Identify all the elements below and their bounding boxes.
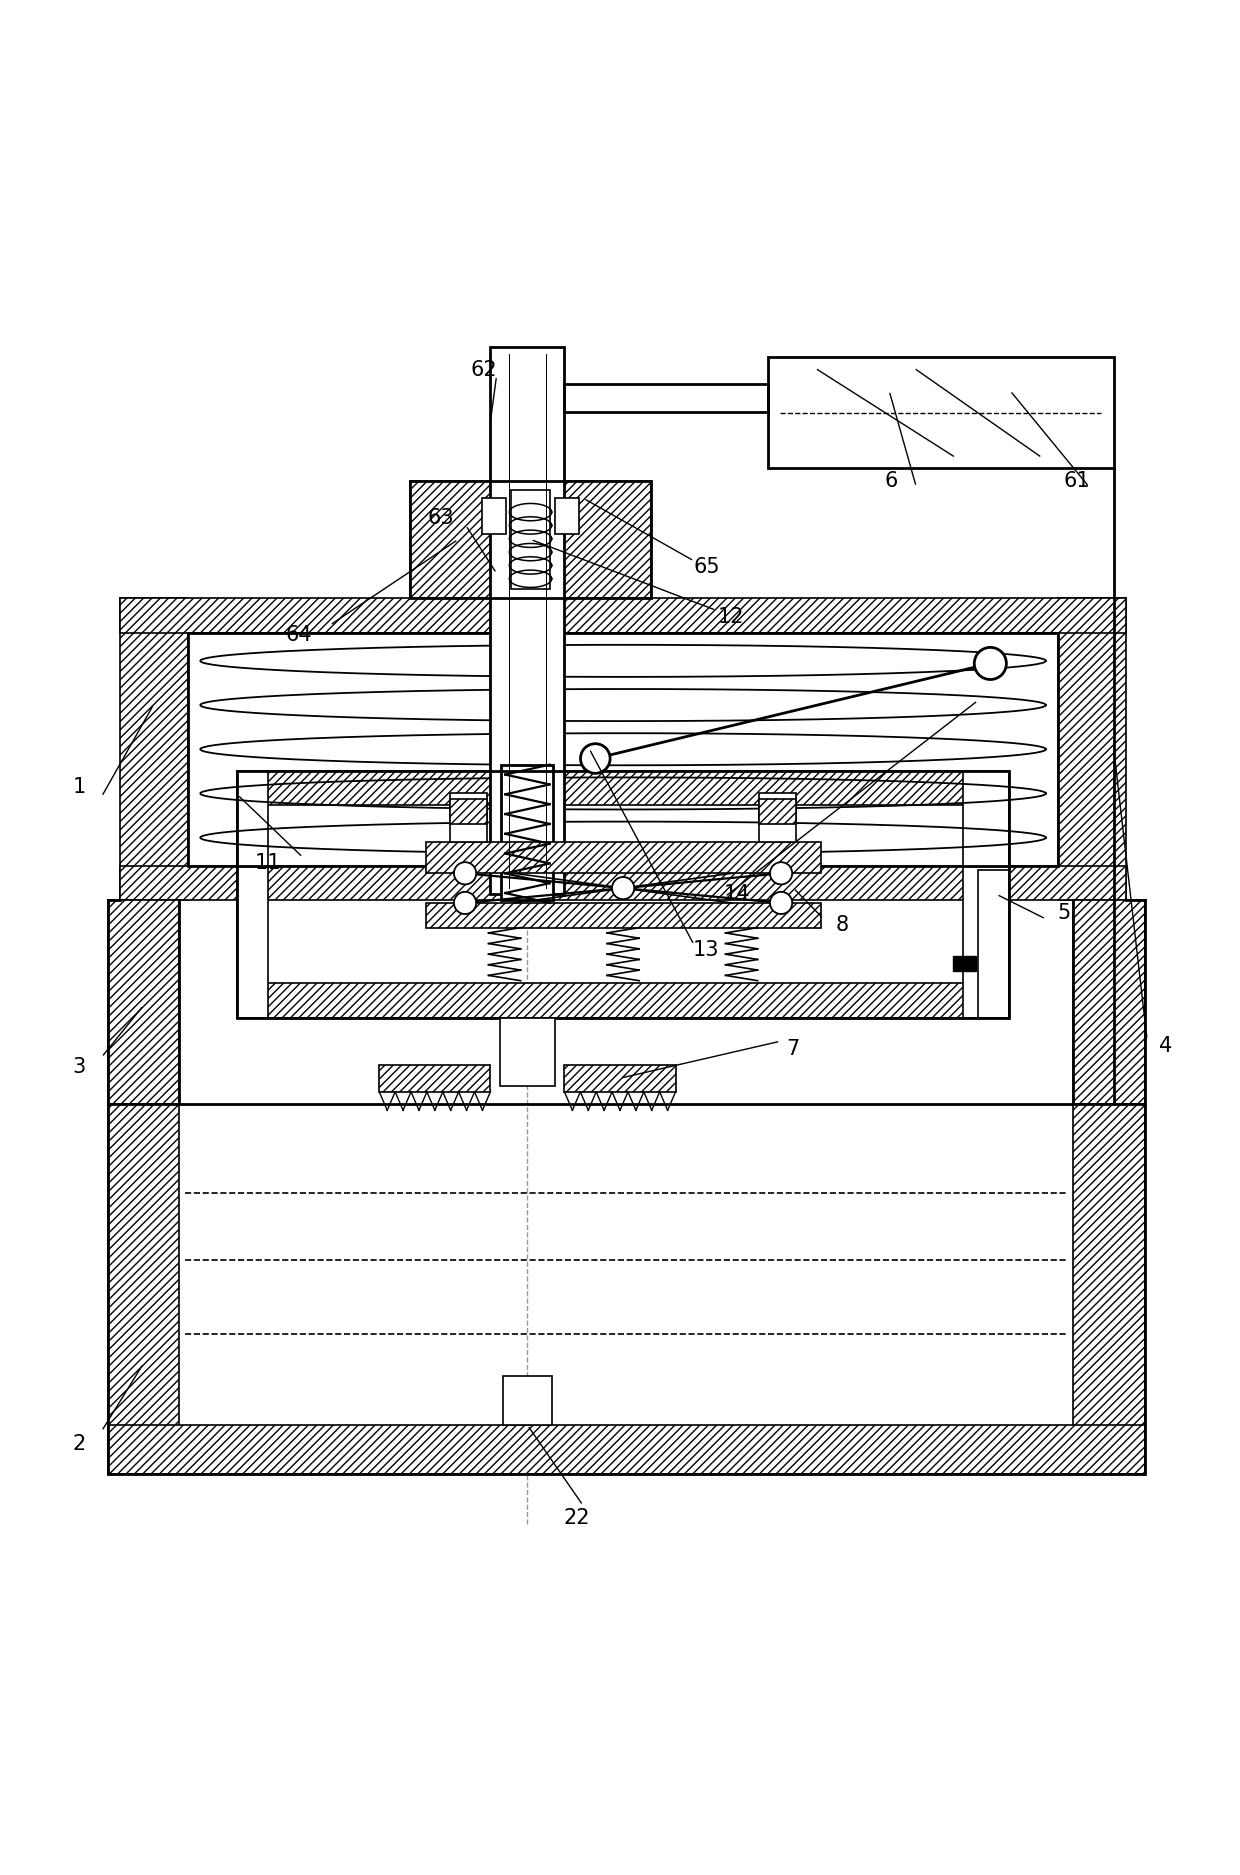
Bar	[120, 866, 1126, 900]
Bar	[759, 799, 796, 823]
Text: 65: 65	[693, 557, 719, 578]
Bar	[188, 632, 1058, 866]
Bar	[120, 598, 188, 900]
Bar	[554, 499, 579, 534]
Circle shape	[454, 862, 476, 885]
Bar	[108, 1104, 180, 1474]
Bar	[1073, 900, 1145, 1104]
Text: 3: 3	[73, 1058, 86, 1076]
Text: 12: 12	[718, 606, 744, 626]
Text: 6: 6	[885, 471, 898, 491]
Bar	[501, 765, 553, 900]
Bar	[490, 347, 564, 894]
Bar	[500, 1018, 554, 1086]
Text: 64: 64	[285, 624, 312, 645]
Bar	[425, 842, 821, 874]
Bar	[108, 1104, 1145, 1474]
Bar	[450, 793, 487, 842]
Bar	[188, 632, 1058, 866]
Text: 2: 2	[73, 1434, 86, 1453]
Text: 4: 4	[1159, 1037, 1172, 1056]
Text: 5: 5	[1058, 902, 1071, 922]
Text: 14: 14	[724, 885, 750, 904]
Bar	[410, 480, 511, 598]
Bar	[237, 771, 1009, 806]
Bar	[450, 799, 487, 823]
Circle shape	[770, 892, 792, 913]
Bar	[237, 771, 268, 1018]
Bar	[379, 1065, 490, 1091]
Bar	[410, 480, 651, 598]
Bar	[759, 793, 796, 842]
Text: 61: 61	[1064, 471, 1090, 491]
Bar	[1073, 1104, 1145, 1474]
Bar	[502, 1376, 552, 1425]
Circle shape	[613, 878, 634, 900]
Bar	[1058, 598, 1126, 900]
Circle shape	[975, 647, 1007, 679]
Bar	[768, 358, 1114, 469]
Text: 7: 7	[786, 1039, 800, 1059]
Bar	[978, 870, 1009, 1018]
Text: 62: 62	[471, 360, 497, 379]
Text: 22: 22	[563, 1508, 590, 1528]
Circle shape	[770, 862, 792, 885]
Text: 8: 8	[836, 915, 848, 936]
Bar	[237, 982, 1009, 1018]
Bar	[237, 771, 1009, 1018]
Circle shape	[454, 892, 476, 913]
Circle shape	[580, 744, 610, 772]
Bar	[482, 499, 506, 534]
Text: 13: 13	[693, 939, 719, 960]
Text: 1: 1	[73, 776, 86, 797]
Bar	[549, 480, 651, 598]
Bar	[962, 771, 1009, 1018]
Text: 63: 63	[428, 508, 454, 527]
Bar	[120, 598, 1126, 632]
Bar	[511, 489, 549, 589]
Bar	[954, 956, 976, 971]
Text: 11: 11	[255, 853, 281, 874]
Bar	[108, 1425, 1145, 1474]
Bar	[108, 900, 180, 1104]
Bar	[425, 904, 821, 928]
Bar	[564, 1065, 676, 1091]
